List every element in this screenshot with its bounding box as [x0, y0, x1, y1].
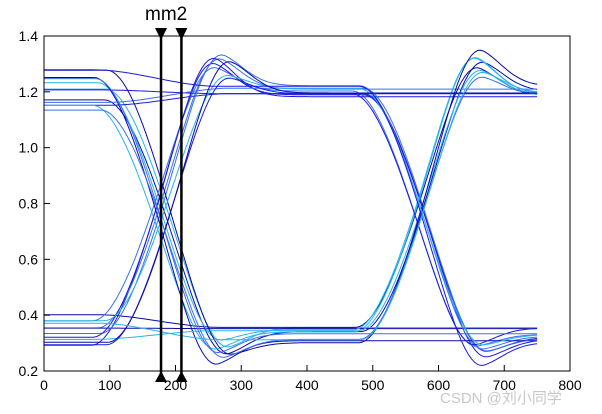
eye-trace: [44, 57, 538, 338]
x-tick-label: 700: [493, 377, 517, 393]
eye-trace: [44, 77, 538, 365]
eye-trace: [44, 61, 538, 343]
y-tick-label: 0.8: [19, 196, 39, 212]
eye-trace: [44, 67, 538, 328]
eye-trace: [44, 49, 538, 355]
y-tick-label: 0.2: [19, 363, 39, 379]
eye-trace: [44, 78, 538, 354]
marker-top-arrow[interactable]: [175, 28, 188, 40]
marker-bottom-arrow[interactable]: [155, 371, 168, 382]
eye-trace: [44, 74, 538, 346]
markers[interactable]: [155, 28, 188, 382]
marker-m1[interactable]: [155, 28, 168, 382]
x-tick-label: 500: [361, 377, 385, 393]
x-tick-label: 400: [295, 377, 319, 393]
y-tick-label: 0.6: [19, 251, 39, 267]
y-tick-label: 1.4: [19, 28, 39, 44]
y-tick-label: 1.2: [19, 84, 39, 100]
x-axis: 0 100 200 300 400 500 600 700 800: [40, 365, 582, 393]
eye-trace: [44, 69, 538, 340]
marker-top-arrow[interactable]: [155, 28, 168, 40]
marker-m2[interactable]: [175, 28, 188, 382]
eye-trace: [44, 54, 538, 350]
y-axis: 0.2 0.4 0.6 0.8 1.0 1.2 1.4: [19, 28, 50, 379]
x-tick-label: 300: [230, 377, 254, 393]
eye-trace: [44, 69, 538, 367]
x-tick-label: 100: [98, 377, 122, 393]
x-tick-label: 600: [427, 377, 451, 393]
marker-bottom-arrow[interactable]: [175, 371, 188, 382]
eye-trace: [44, 57, 538, 341]
watermark-text: CSDN @刘小同学: [440, 390, 562, 407]
y-tick-label: 0.4: [19, 307, 39, 323]
x-tick-label: 800: [558, 377, 582, 393]
x-tick-label: 0: [40, 377, 48, 393]
marker-label: mm2: [145, 4, 187, 25]
eye-traces: [44, 49, 538, 367]
y-tick-label: 1.0: [19, 140, 39, 156]
eye-trace: [44, 71, 538, 341]
